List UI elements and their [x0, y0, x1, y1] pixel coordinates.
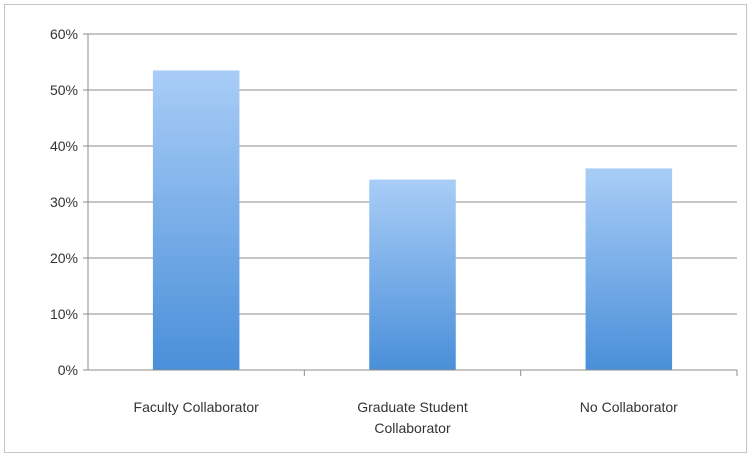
bars — [152, 70, 673, 371]
bar — [369, 179, 456, 370]
y-tick-label: 10% — [50, 306, 78, 322]
y-tick-label: 30% — [50, 194, 78, 210]
x-category-label: No Collaborator — [580, 399, 678, 415]
y-tick-label: 50% — [50, 82, 78, 98]
axes — [83, 33, 738, 376]
y-tick-labels: 0% 10% 20% 30% 40% 50% 60% — [50, 26, 78, 378]
y-tick-label: 40% — [50, 138, 78, 154]
bar — [585, 168, 673, 370]
x-category-labels: Faculty Collaborator Graduate Student Coll… — [134, 399, 679, 436]
y-tick-label: 60% — [50, 26, 78, 42]
bar — [152, 70, 240, 371]
x-category-label: Graduate Student — [357, 399, 468, 415]
y-tick-label: 0% — [58, 362, 78, 378]
y-tick-label: 20% — [50, 250, 78, 266]
x-category-label: Faculty Collaborator — [134, 399, 260, 415]
x-category-label: Collaborator — [374, 420, 451, 436]
